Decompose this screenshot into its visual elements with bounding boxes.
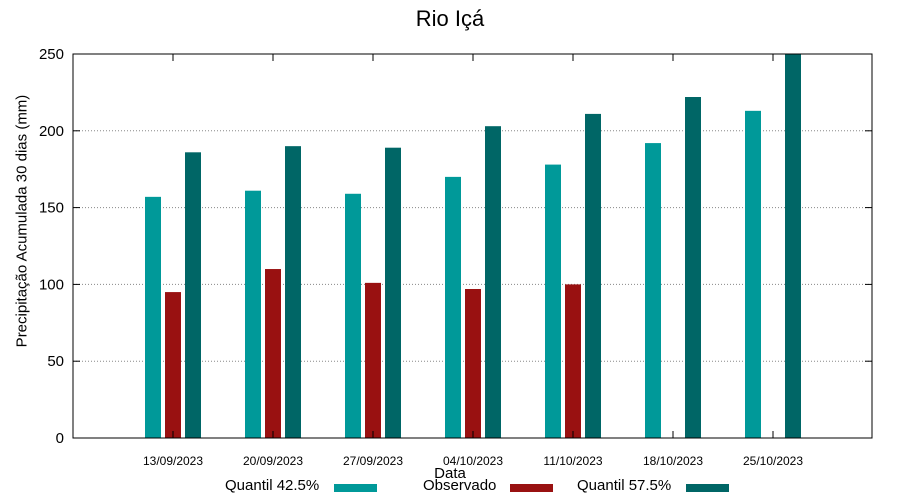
x-tick-label: 20/09/2023 <box>243 454 303 468</box>
legend-swatch-quantil-57 <box>686 484 729 492</box>
x-tick-label: 18/10/2023 <box>643 454 703 468</box>
bar-quantil-42-5--6 <box>745 110 761 438</box>
chart-title: Rio Içá <box>415 6 485 31</box>
bar-quantil-57-5--6 <box>785 54 801 438</box>
bar-quantil-42-5--2 <box>345 193 361 438</box>
y-tick-label: 150 <box>39 200 64 217</box>
y-tick-label: 250 <box>39 46 64 63</box>
legend-label-quantil-42: Quantil 42.5% <box>225 477 320 494</box>
x-tick-label: 25/10/2023 <box>743 454 803 468</box>
bar-quantil-42-5--3 <box>445 176 461 438</box>
x-tick-label: 04/10/2023 <box>443 454 503 468</box>
bar-observado-1 <box>265 269 281 438</box>
bar-quantil-57-5--5 <box>685 97 701 439</box>
bar-quantil-57-5--0 <box>185 152 201 438</box>
y-tick-label: 50 <box>47 353 64 370</box>
x-axis-label: Data <box>434 465 466 482</box>
bar-quantil-42-5--0 <box>145 196 161 438</box>
bar-quantil-57-5--3 <box>485 126 501 438</box>
x-tick-label: 11/10/2023 <box>543 454 602 468</box>
y-tick-label: 0 <box>56 430 64 447</box>
bar-quantil-42-5--1 <box>245 190 261 438</box>
plot-frame <box>72 53 873 439</box>
bar-observado-2 <box>365 282 381 438</box>
legend-swatch-quantil-42 <box>334 484 377 492</box>
legend-label-observado: Observado <box>423 477 497 494</box>
bar-quantil-42-5--4 <box>545 164 561 439</box>
x-tick-label: 27/09/2023 <box>343 454 403 468</box>
y-tick-label: 200 <box>39 123 64 140</box>
bar-observado-4 <box>565 284 581 438</box>
bar-quantil-42-5--5 <box>645 143 661 438</box>
y-tick-label: 100 <box>39 276 64 293</box>
bar-observado-0 <box>165 292 181 438</box>
legend-label-quantil-57: Quantil 57.5% <box>577 477 672 494</box>
bar-quantil-57-5--2 <box>385 147 401 439</box>
bar-quantil-57-5--1 <box>285 146 301 438</box>
x-tick-label: 13/09/2023 <box>143 454 203 468</box>
y-axis-label: Precipitação Acumulada 30 dias (mm) <box>13 94 31 348</box>
bar-observado-3 <box>465 289 481 438</box>
legend-swatch-observado <box>510 484 553 492</box>
bar-quantil-57-5--4 <box>585 113 601 439</box>
